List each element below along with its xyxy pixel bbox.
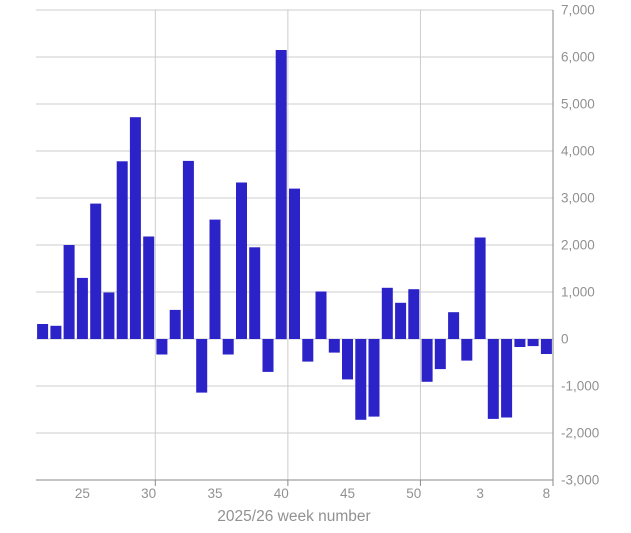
x-axis-tick-label: 50 [406,486,421,501]
x-axis-tick-label: 25 [75,486,90,501]
bar-week-52[interactable] [434,339,446,370]
x-axis-tick-label: 3 [476,486,484,501]
bar-week-31[interactable] [156,339,168,355]
bar-week-35[interactable] [209,219,221,339]
bar-week-47[interactable] [368,339,380,417]
bar-week-40[interactable] [275,50,287,340]
bar-week-41[interactable] [289,188,300,339]
bar-week-34[interactable] [196,339,208,393]
x-axis-tick-label: 45 [340,486,355,501]
bar-week-33[interactable] [182,160,194,339]
y-axis-tick-label: 7,000 [561,3,595,18]
bar-week-37[interactable] [236,182,247,340]
bar-week-42[interactable] [302,339,314,362]
bar-week-29[interactable] [129,117,141,339]
y-axis-tick-label: -2,000 [561,426,599,441]
bar-week-1[interactable] [448,312,460,339]
x-axis-title: 2025/26 week number [217,508,370,525]
bar-week-22[interactable] [37,324,49,339]
x-axis-tick-label: 40 [274,486,289,501]
bar-week-24[interactable] [63,245,75,339]
x-axis-tick-label: 35 [207,486,222,501]
bar-week-27[interactable] [103,292,115,340]
bar-week-36[interactable] [222,339,234,355]
bar-week-44[interactable] [328,339,340,353]
bar-week-45[interactable] [342,339,353,380]
y-axis-tick-label: 5,000 [561,97,595,112]
bar-week-23[interactable] [50,325,62,339]
bar-week-50[interactable] [408,289,420,339]
bar-week-30[interactable] [143,236,155,340]
y-axis-tick-label: 6,000 [561,50,595,65]
y-axis-tick-label: 2,000 [561,238,595,253]
bar-week-28[interactable] [116,161,128,339]
x-axis-tick-label: 8 [543,486,551,501]
y-axis-tick-label: 4,000 [561,144,595,159]
bar-series [37,50,552,420]
y-axis-tick-label: 0 [561,332,569,347]
y-axis-tick-label: 1,000 [561,285,595,300]
bar-week-5[interactable] [501,339,513,418]
bar-week-7[interactable] [527,339,539,347]
bar-week-49[interactable] [395,302,407,339]
x-axis-tick-label: 30 [141,486,156,501]
bar-week-2[interactable] [461,339,473,361]
bar-week-26[interactable] [90,203,102,339]
bar-week-48[interactable] [381,287,393,339]
bar-week-43[interactable] [315,291,327,340]
y-axis-tick-label: 3,000 [561,191,595,206]
bar-week-3[interactable] [474,237,486,340]
axis-layer [36,10,554,486]
label-layer: 7,000 6,000 5,000 4,000 3,000 2,000 1,000 0 -1,0… [75,3,599,502]
bar-week-39[interactable] [262,339,274,372]
bar-week-32[interactable] [169,309,181,339]
bar-week-8[interactable] [540,339,552,354]
bar-week-51[interactable] [421,339,433,382]
bar-week-46[interactable] [355,339,367,420]
bar-week-6[interactable] [514,339,526,347]
y-axis-tick-label: -3,000 [561,473,599,488]
bar-week-25[interactable] [76,277,88,339]
y-axis-tick-label: -1,000 [561,379,599,394]
bar-week-38[interactable] [249,247,261,339]
bar-week-4[interactable] [487,339,499,419]
